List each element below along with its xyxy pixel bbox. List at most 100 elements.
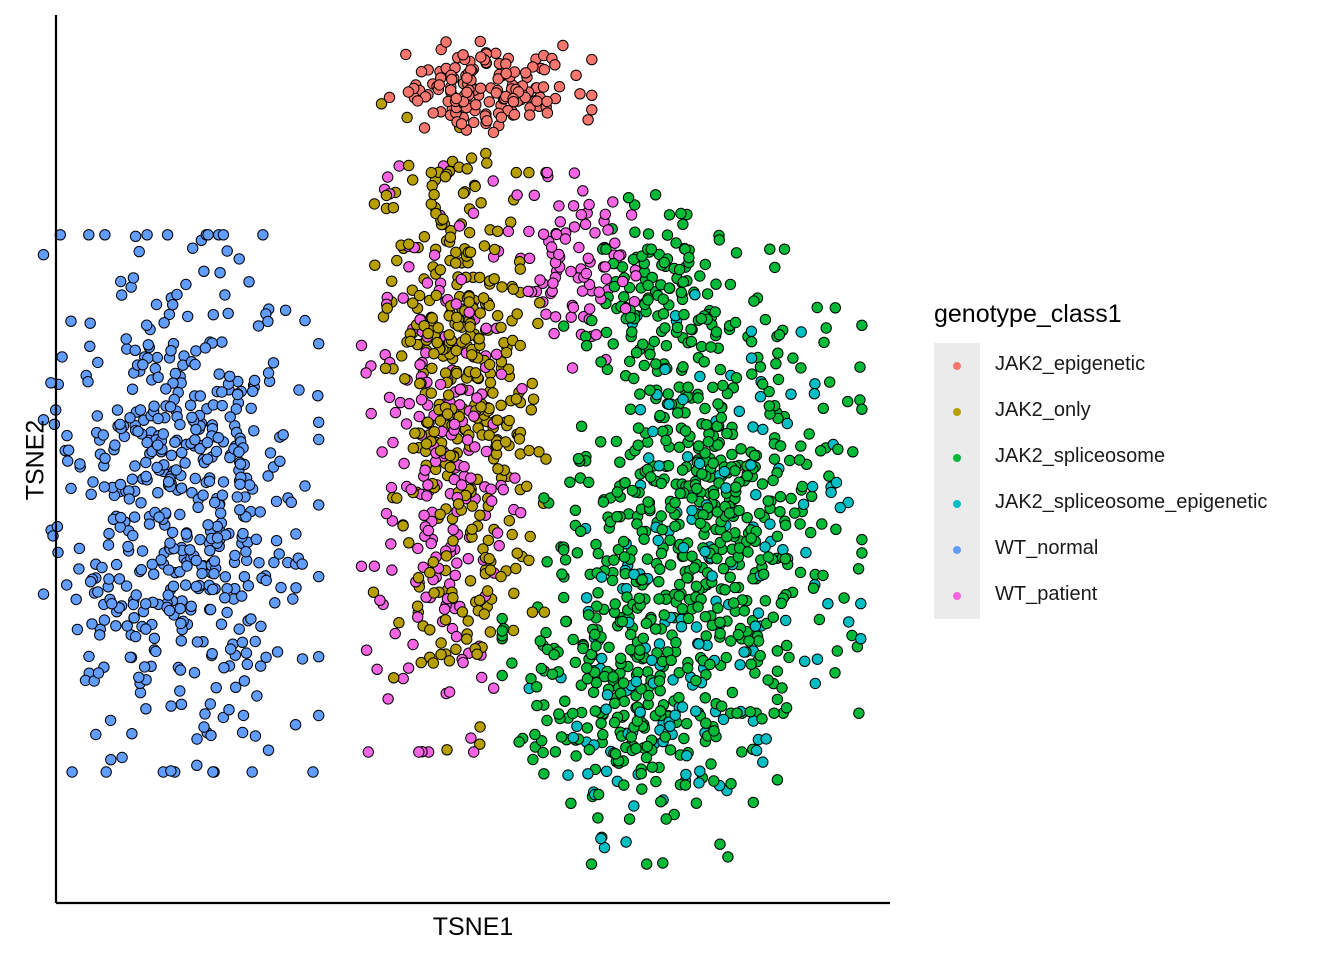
scatter-point (130, 589, 142, 601)
scatter-point (597, 496, 610, 508)
scatter-point (240, 546, 252, 558)
scatter-point (428, 426, 440, 438)
scatter-point (717, 713, 730, 726)
scatter-point (443, 686, 456, 698)
scatter-point (490, 348, 503, 360)
scatter-point (590, 329, 602, 341)
scatter-point (582, 609, 595, 621)
scatter-point (150, 298, 163, 311)
scatter-point (152, 412, 164, 425)
scatter-point (125, 281, 137, 293)
scatter-point (771, 693, 784, 706)
scatter-point (856, 403, 868, 415)
scatter-point (568, 221, 581, 233)
scatter-point (549, 59, 561, 71)
scatter-point (61, 455, 74, 467)
scatter-point (397, 672, 409, 685)
scatter-point (198, 265, 210, 277)
scatter-point (233, 623, 245, 635)
scatter-point (362, 746, 374, 758)
scatter-point (686, 492, 698, 504)
scatter-point (506, 657, 518, 669)
scatter-point (492, 73, 504, 85)
scatter-point (669, 497, 681, 509)
scatter-point (180, 528, 193, 540)
scatter-point (595, 356, 607, 368)
scatter-point (191, 759, 203, 771)
scatter-point (717, 379, 729, 392)
scatter-point (248, 374, 261, 387)
scatter-point (600, 703, 612, 715)
scatter-point (451, 311, 463, 324)
scatter-point (597, 728, 609, 741)
scatter-point (224, 370, 236, 382)
scatter-point (692, 392, 704, 404)
scatter-point (681, 572, 693, 584)
scatter-point (641, 553, 654, 565)
scatter-point (660, 434, 672, 447)
scatter-point (190, 423, 202, 436)
scatter-point (162, 589, 174, 601)
scatter-point (425, 537, 437, 550)
scatter-point (523, 166, 535, 179)
scatter-point (800, 546, 812, 559)
scatter-point (510, 393, 522, 405)
legend-item-jak2-spliceosome: JAK2_spliceosome (934, 435, 1165, 481)
scatter-point (573, 241, 585, 254)
scatter-point (115, 511, 127, 524)
scatter-point (642, 496, 654, 508)
scatter-point (267, 357, 280, 369)
scatter-point (84, 317, 96, 329)
scatter-point (523, 554, 535, 566)
scatter-point (624, 355, 636, 368)
scatter-point (553, 248, 565, 261)
scatter-point (216, 489, 229, 501)
scatter-point (140, 623, 152, 635)
scatter-point (764, 518, 776, 530)
scatter-point (793, 454, 806, 466)
scatter-point (507, 624, 520, 637)
scatter-point (140, 456, 152, 469)
scatter-point (599, 261, 611, 273)
legend-dot (953, 362, 961, 370)
scatter-point (643, 452, 655, 464)
scatter-point (823, 470, 835, 482)
scatter-point (165, 449, 178, 461)
scatter-point (475, 197, 487, 209)
scatter-point (609, 748, 622, 760)
scatter-point (210, 445, 223, 458)
scatter-point (148, 632, 161, 644)
scatter-point (608, 716, 621, 729)
scatter-point (270, 535, 283, 547)
scatter-point (100, 766, 112, 778)
scatter-point (575, 209, 587, 221)
scatter-point (191, 733, 203, 745)
scatter-point (511, 547, 523, 559)
scatter-point (426, 362, 438, 374)
scatter-point (580, 267, 593, 280)
scatter-point (644, 348, 656, 360)
scatter-point (830, 523, 842, 535)
scatter-point (476, 671, 488, 684)
scatter-point (621, 591, 633, 603)
scatter-point (97, 429, 110, 441)
scatter-point (566, 362, 579, 374)
scatter-point (586, 314, 598, 327)
scatter-point (444, 231, 457, 243)
scatter-point (663, 398, 675, 410)
scatter-point (581, 722, 593, 734)
scatter-point (236, 726, 249, 739)
scatter-point (474, 721, 486, 733)
scatter-point (769, 261, 781, 274)
scatter-point (114, 478, 127, 491)
scatter-point (591, 600, 603, 612)
scatter-point (433, 79, 445, 91)
legend-key (934, 481, 980, 527)
scatter-point (412, 572, 425, 584)
scatter-point (728, 597, 740, 609)
scatter-point (509, 472, 521, 484)
scatter-point (51, 520, 64, 533)
scatter-point (655, 510, 667, 522)
scatter-point (676, 464, 689, 476)
legend-title: genotype_class1 (934, 300, 1122, 328)
